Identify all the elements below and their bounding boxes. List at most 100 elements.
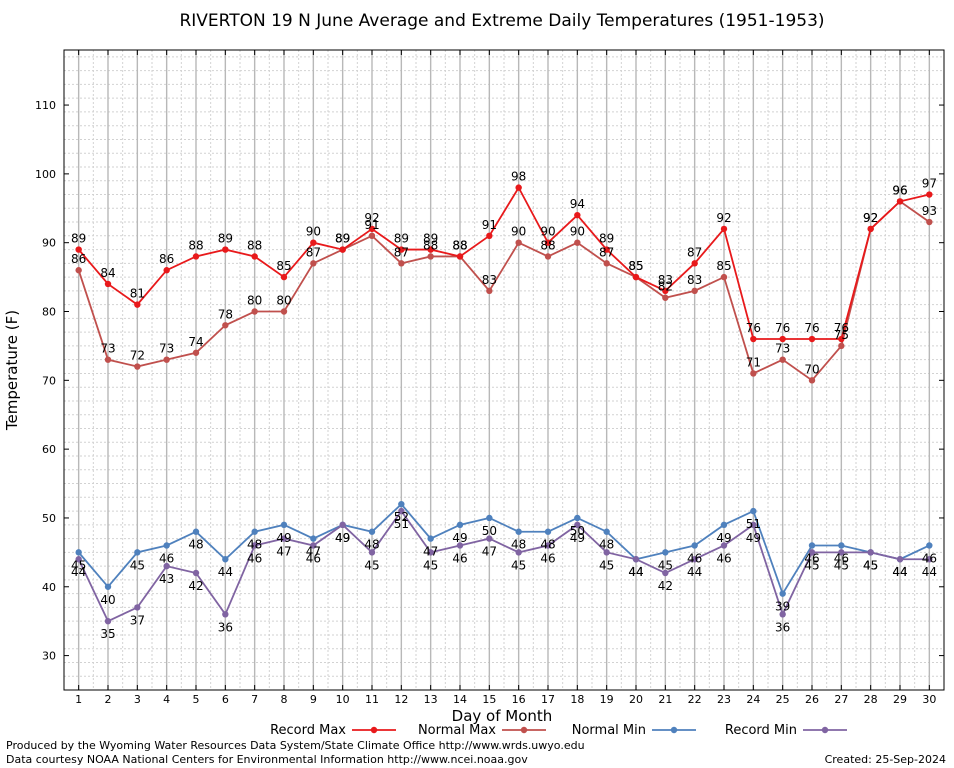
record-max-label: 85 bbox=[276, 259, 291, 273]
normal-max-label: 87 bbox=[394, 245, 409, 259]
legend-label-record-min: Record Min bbox=[725, 723, 797, 738]
normal-min-label: 49 bbox=[335, 531, 350, 545]
normal-min-point bbox=[456, 521, 464, 529]
record-max-label: 89 bbox=[394, 232, 409, 246]
normal-min-label: 45 bbox=[863, 558, 878, 572]
record-min-point bbox=[427, 549, 434, 556]
normal-min-label: 46 bbox=[159, 551, 174, 565]
record-max-point bbox=[339, 246, 346, 253]
normal-max-label: 78 bbox=[218, 307, 233, 321]
normal-max-point bbox=[574, 239, 581, 246]
x-tick-label: 19 bbox=[600, 693, 614, 706]
normal-max-label: 85 bbox=[628, 259, 643, 273]
normal-max-point bbox=[104, 356, 112, 363]
normal-min-label: 50 bbox=[482, 524, 497, 538]
record-max-label: 92 bbox=[364, 211, 379, 225]
normal-min-label: 50 bbox=[570, 524, 585, 538]
record-max-point bbox=[398, 246, 405, 253]
record-min-label: 35 bbox=[100, 627, 115, 641]
record-max-point bbox=[838, 335, 845, 343]
normal-max-point bbox=[838, 342, 845, 350]
x-tick-label: 2 bbox=[105, 693, 112, 706]
record-min-point bbox=[104, 617, 112, 625]
normal-max-label: 73 bbox=[100, 342, 115, 356]
normal-min-point bbox=[104, 583, 112, 590]
record-min-label: 49 bbox=[335, 531, 350, 545]
record-min-label: 45 bbox=[364, 558, 379, 572]
record-min-label: 46 bbox=[540, 551, 555, 565]
record-max-point bbox=[632, 273, 640, 281]
normal-min-point bbox=[838, 542, 845, 549]
normal-min-label: 47 bbox=[423, 545, 438, 559]
normal-max-point bbox=[515, 239, 522, 246]
normal-max-label: 88 bbox=[540, 238, 555, 252]
normal-max-line bbox=[77, 200, 930, 382]
record-max-point bbox=[867, 225, 874, 233]
x-tick-label: 16 bbox=[512, 693, 526, 706]
record-max-point bbox=[544, 239, 552, 246]
normal-min-label: 48 bbox=[599, 538, 614, 552]
normal-max-label: 83 bbox=[482, 273, 497, 287]
record-max-point bbox=[192, 253, 200, 260]
record-min-point bbox=[750, 521, 757, 529]
record-min-point bbox=[398, 507, 405, 515]
normal-max-label: 87 bbox=[306, 245, 321, 259]
x-tick-label: 26 bbox=[805, 693, 819, 706]
y-tick-label: 50 bbox=[42, 512, 56, 525]
normal-max-point bbox=[163, 356, 170, 363]
record-min-label: 49 bbox=[746, 531, 761, 545]
record-min-label: 44 bbox=[687, 565, 702, 579]
y-tick-label: 30 bbox=[42, 650, 56, 663]
record-max-point bbox=[104, 280, 112, 288]
normal-max-label: 88 bbox=[452, 238, 467, 252]
legend-marker-record-max bbox=[370, 726, 378, 734]
record-min-point bbox=[662, 569, 669, 577]
x-tick-label: 1 bbox=[75, 693, 82, 706]
record-max-label: 92 bbox=[863, 211, 878, 225]
record-min-point bbox=[163, 562, 170, 570]
x-tick-label: 6 bbox=[222, 693, 229, 706]
x-tick-label: 25 bbox=[776, 693, 790, 706]
legend-marker-normal-min bbox=[670, 726, 678, 734]
record-max-label: 84 bbox=[100, 266, 115, 280]
x-tick-label: 11 bbox=[365, 693, 379, 706]
record-min-label: 47 bbox=[482, 545, 497, 559]
normal-min-line bbox=[77, 502, 930, 596]
x-tick-label: 20 bbox=[629, 693, 643, 706]
record-min-point bbox=[926, 556, 933, 563]
record-min-point bbox=[75, 556, 82, 563]
normal-min-point bbox=[603, 528, 610, 535]
normal-max-label: 71 bbox=[746, 355, 761, 369]
legend-marker-record-min bbox=[821, 726, 829, 734]
record-min-point bbox=[280, 535, 288, 542]
record-min-label: 49 bbox=[570, 531, 585, 545]
normal-min-label: 49 bbox=[452, 531, 467, 545]
normal-min-label: 46 bbox=[922, 551, 937, 565]
normal-min-label: 44 bbox=[628, 565, 643, 579]
record-max-point bbox=[750, 335, 757, 343]
normal-min-point bbox=[427, 535, 434, 542]
normal-min-point bbox=[310, 535, 317, 542]
record-max-label: 92 bbox=[716, 211, 731, 225]
record-min-label: 45 bbox=[804, 558, 819, 572]
normal-max-label: 80 bbox=[276, 294, 291, 308]
y-tick-label: 110 bbox=[35, 99, 56, 112]
record-min-label: 37 bbox=[130, 613, 145, 627]
record-max-label: 97 bbox=[922, 177, 937, 191]
normal-max-point bbox=[691, 287, 698, 295]
plot-area bbox=[63, 49, 945, 691]
record-max-label: 76 bbox=[834, 321, 849, 335]
normal-min-label: 46 bbox=[687, 551, 702, 565]
record-max-label: 98 bbox=[511, 170, 526, 184]
y-tick-label: 60 bbox=[42, 443, 56, 456]
record-min-point bbox=[368, 549, 376, 556]
record-min-label: 42 bbox=[188, 579, 203, 593]
record-max-point bbox=[456, 253, 464, 260]
normal-max-label: 87 bbox=[599, 245, 614, 259]
record-min-point bbox=[603, 549, 610, 556]
record-max-label: 89 bbox=[71, 232, 86, 246]
x-tick-label: 18 bbox=[570, 693, 584, 706]
y-tick-label: 80 bbox=[42, 306, 56, 319]
record-min-label: 44 bbox=[628, 565, 643, 579]
